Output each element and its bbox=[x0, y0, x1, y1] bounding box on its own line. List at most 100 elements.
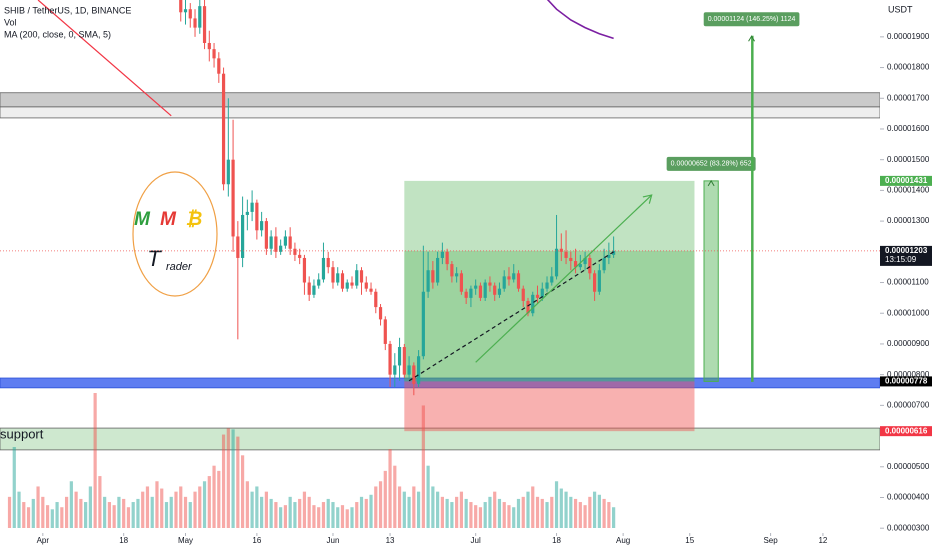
price-label: 0.00001431 bbox=[885, 176, 928, 185]
x-tick-label: Sep bbox=[763, 536, 778, 545]
volume-bar bbox=[36, 486, 40, 528]
candle-body bbox=[440, 251, 444, 258]
volume-bar bbox=[207, 476, 211, 528]
volume-bar bbox=[493, 491, 497, 528]
position-loss bbox=[404, 381, 695, 432]
zone-label: support bbox=[0, 426, 44, 441]
candle-body bbox=[416, 356, 421, 384]
volume-bar bbox=[255, 486, 259, 528]
candle-body bbox=[573, 261, 578, 268]
candle-body bbox=[183, 9, 188, 13]
volume-bar bbox=[264, 491, 268, 528]
volume-bar bbox=[488, 496, 492, 528]
volume-bar bbox=[250, 491, 254, 528]
volume-bar bbox=[440, 496, 444, 528]
candle-body bbox=[317, 279, 321, 286]
volume-bar bbox=[283, 505, 288, 528]
ma-line bbox=[546, 0, 614, 40]
volume-bar bbox=[535, 496, 540, 528]
volume-bar bbox=[564, 491, 568, 528]
volume-bar bbox=[212, 465, 216, 528]
candle-body bbox=[521, 288, 525, 301]
volume-bar bbox=[122, 498, 126, 528]
zone bbox=[0, 427, 881, 451]
volume-bar bbox=[592, 491, 597, 528]
measure-label-box bbox=[703, 12, 800, 27]
candle-body bbox=[436, 257, 440, 283]
candle-body bbox=[445, 251, 449, 265]
volume-bar bbox=[245, 481, 249, 528]
candle-body bbox=[455, 273, 459, 277]
volume-bar bbox=[569, 496, 573, 528]
volume-bar bbox=[483, 502, 487, 528]
ma-legend: MA (200, close, 0, SMA, 5) bbox=[4, 29, 111, 39]
volume-bar bbox=[279, 507, 283, 528]
candle-body bbox=[469, 288, 473, 298]
y-tick-label: 0.00000500 bbox=[887, 462, 930, 471]
y-tick-label: 0.00001400 bbox=[887, 186, 930, 195]
volume-bar bbox=[145, 486, 150, 528]
volume-bar bbox=[526, 491, 530, 528]
volume-bar bbox=[31, 498, 35, 528]
volume-bar bbox=[416, 491, 421, 528]
candle-body bbox=[597, 270, 601, 292]
candle-body bbox=[497, 288, 502, 295]
y-tick-label: 0.00001300 bbox=[887, 216, 930, 225]
candle-body bbox=[245, 211, 249, 215]
volume-bar bbox=[431, 486, 435, 528]
volume-bar bbox=[455, 496, 459, 528]
candle-body bbox=[378, 307, 383, 320]
volume-bar bbox=[426, 465, 430, 528]
volume-bar bbox=[550, 496, 554, 528]
volume-bar bbox=[331, 502, 335, 528]
price-label: 0.00000616 bbox=[885, 426, 928, 435]
candle-body bbox=[274, 236, 278, 252]
volume-bar bbox=[188, 502, 192, 528]
candle-body bbox=[279, 245, 283, 252]
candle-body bbox=[260, 221, 264, 231]
x-tick-label: 16 bbox=[252, 536, 261, 545]
candle-body bbox=[264, 221, 268, 249]
volume-bar bbox=[312, 505, 316, 528]
volume-bar bbox=[340, 505, 345, 528]
y-tick-label: 0.00001800 bbox=[887, 63, 930, 72]
volume-bar bbox=[402, 491, 406, 528]
volume-bar bbox=[155, 481, 159, 528]
volume-bar bbox=[93, 393, 97, 528]
volume-bar bbox=[445, 498, 449, 528]
volume-bar bbox=[531, 486, 535, 528]
candle-body bbox=[331, 267, 335, 283]
volume-bar bbox=[17, 491, 21, 528]
candle-body bbox=[350, 282, 354, 286]
volume-bar bbox=[559, 488, 563, 528]
volume-bar bbox=[602, 498, 606, 528]
volume-bar bbox=[597, 494, 601, 528]
volume-bar bbox=[336, 507, 340, 528]
x-tick-label: 12 bbox=[818, 536, 827, 545]
candle-body bbox=[302, 257, 307, 283]
candle-body bbox=[526, 300, 530, 314]
candle-body bbox=[474, 285, 478, 289]
volume-bar bbox=[388, 449, 392, 528]
price-countdown: 13:15:09 bbox=[885, 255, 917, 264]
volume-bar bbox=[450, 502, 454, 528]
candle-body bbox=[583, 257, 587, 265]
volume-bar bbox=[240, 455, 245, 528]
candle-body bbox=[179, 0, 183, 13]
candle-body bbox=[293, 248, 297, 255]
candle-body bbox=[326, 257, 330, 268]
volume-bar bbox=[607, 502, 611, 528]
candle-body bbox=[554, 248, 559, 277]
volume-bar bbox=[364, 498, 368, 528]
y-tick-label: 0.00001500 bbox=[887, 155, 930, 164]
volume-bar bbox=[355, 502, 359, 528]
price-axis bbox=[880, 0, 932, 550]
candle-body bbox=[283, 236, 288, 246]
candle-body bbox=[221, 73, 226, 185]
candle-body bbox=[459, 273, 464, 292]
measure bbox=[703, 180, 719, 382]
axis-unit: USDT bbox=[888, 4, 913, 14]
candle-body bbox=[450, 264, 454, 277]
candle-body bbox=[535, 294, 540, 298]
